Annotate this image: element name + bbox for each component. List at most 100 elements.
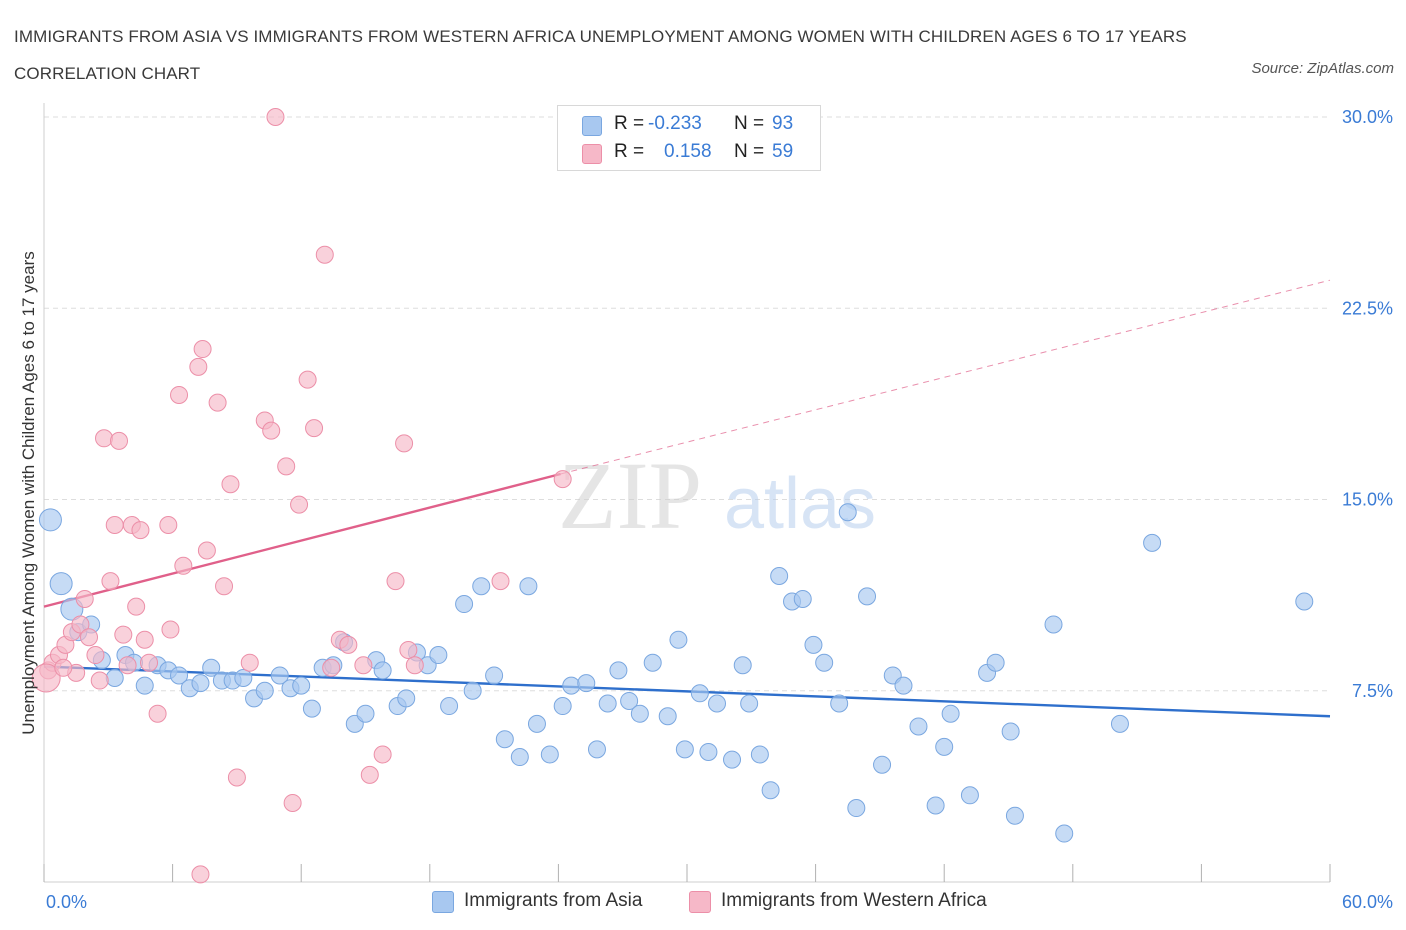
- point-asia: [1055, 824, 1074, 843]
- point-asia: [540, 745, 559, 764]
- point-asia: [804, 635, 823, 654]
- legend-r-label: R =: [614, 113, 645, 134]
- point-asia: [894, 676, 913, 695]
- point-asia: [643, 653, 662, 672]
- legend-n-value: 59: [772, 141, 794, 162]
- legend-r-value: -0.233: [648, 113, 702, 134]
- point-africa: [298, 370, 317, 389]
- legend-swatch-asia: [582, 116, 602, 136]
- point-asia: [519, 577, 538, 596]
- point-africa: [322, 658, 341, 677]
- point-asia: [49, 572, 73, 596]
- point-asia: [191, 674, 210, 693]
- point-asia: [527, 714, 546, 733]
- point-asia: [750, 745, 769, 764]
- point-asia: [941, 704, 960, 723]
- trend-lines: [43, 279, 1331, 718]
- point-asia: [986, 653, 1005, 672]
- legend-r-label: R =: [614, 141, 645, 162]
- grid: [44, 116, 1330, 692]
- point-asia: [455, 595, 474, 614]
- legend-n-label: N =: [734, 141, 765, 162]
- point-asia: [553, 697, 572, 716]
- point-africa: [140, 653, 159, 672]
- point-asia: [733, 656, 752, 675]
- point-africa: [161, 620, 180, 639]
- point-africa: [491, 572, 510, 591]
- data-points: [31, 108, 1314, 884]
- point-asia: [830, 694, 849, 713]
- point-africa: [131, 521, 150, 540]
- point-asia: [270, 666, 289, 685]
- point-asia: [770, 567, 789, 585]
- point-asia: [105, 669, 124, 687]
- y-tick-label: 30.0%: [1342, 107, 1393, 127]
- point-asia: [1295, 592, 1314, 611]
- point-africa: [221, 475, 240, 494]
- point-asia: [429, 646, 448, 665]
- x-tick-label-max: 60.0%: [1342, 892, 1393, 912]
- point-asia: [675, 740, 694, 759]
- point-asia: [38, 508, 62, 532]
- point-africa: [339, 635, 358, 654]
- point-asia: [472, 577, 491, 596]
- point-africa: [127, 597, 146, 616]
- point-asia: [234, 669, 253, 687]
- point-africa: [170, 385, 189, 404]
- point-africa: [240, 653, 259, 672]
- point-africa: [283, 793, 302, 812]
- point-asia: [1143, 533, 1162, 552]
- point-asia: [598, 694, 617, 713]
- point-asia: [587, 740, 606, 759]
- point-africa: [95, 429, 114, 448]
- point-africa: [54, 658, 73, 677]
- y-tick-label: 15.0%: [1342, 490, 1393, 510]
- point-africa: [114, 625, 133, 644]
- watermark-atlas: atlas: [724, 464, 876, 544]
- y-tick-label: 22.5%: [1342, 298, 1393, 318]
- point-africa: [135, 630, 154, 649]
- y-tick-label: 7.5%: [1352, 681, 1393, 701]
- point-africa: [290, 495, 309, 514]
- point-africa: [262, 421, 281, 440]
- bottom-legend-swatch-africa: [689, 891, 711, 913]
- point-asia: [815, 653, 834, 672]
- point-africa: [405, 656, 424, 675]
- trend-extension-africa: [560, 279, 1331, 475]
- point-africa: [148, 704, 167, 723]
- point-asia: [793, 589, 812, 608]
- point-asia: [202, 658, 221, 677]
- point-africa: [305, 419, 324, 438]
- point-asia: [620, 691, 639, 710]
- bottom-legend-label-asia: Immigrants from Asia: [464, 890, 643, 911]
- point-africa: [189, 357, 208, 376]
- point-asia: [397, 689, 416, 708]
- point-asia: [838, 503, 857, 522]
- point-asia: [1005, 806, 1024, 825]
- point-africa: [101, 572, 120, 591]
- point-africa: [110, 431, 129, 450]
- point-africa: [193, 340, 212, 359]
- point-africa: [71, 615, 90, 634]
- point-asia: [292, 676, 311, 695]
- point-asia: [909, 717, 928, 736]
- point-africa: [80, 628, 99, 647]
- axes: [43, 103, 1331, 883]
- bottom-legend-label-africa: Immigrants from Western Africa: [721, 890, 987, 911]
- point-africa: [159, 516, 178, 534]
- trend-line-asia: [43, 665, 1331, 718]
- point-asia: [873, 755, 892, 774]
- legend-swatch-africa: [582, 144, 602, 164]
- point-africa: [553, 470, 572, 489]
- point-africa: [31, 663, 61, 693]
- legend-n-label: N =: [734, 113, 765, 134]
- point-asia: [562, 676, 581, 695]
- point-africa: [360, 765, 379, 784]
- point-asia: [463, 681, 482, 700]
- point-africa: [215, 577, 234, 596]
- chart-title: IMMIGRANTS FROM ASIA VS IMMIGRANTS FROM …: [14, 27, 1187, 83]
- point-asia: [1110, 714, 1129, 733]
- point-africa: [277, 457, 296, 476]
- point-africa: [197, 541, 216, 560]
- point-asia: [761, 781, 780, 800]
